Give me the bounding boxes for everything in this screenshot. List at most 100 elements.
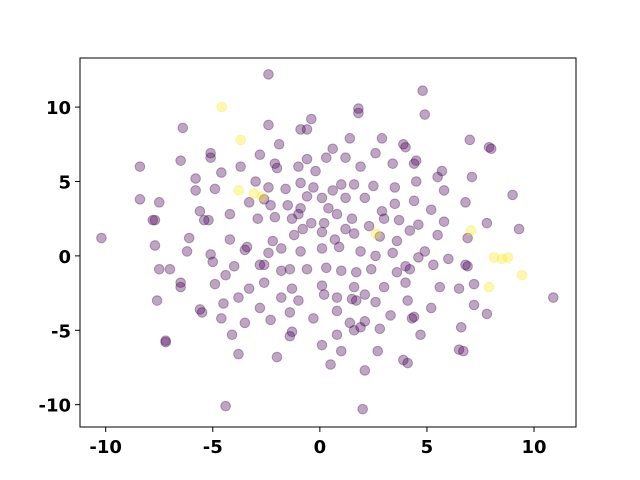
point [209,278,221,290]
point [316,226,328,238]
point [269,211,281,223]
y-tick-label: -10 [38,396,71,417]
y-tick-label: 10 [46,98,71,119]
point [288,229,300,241]
point [320,262,332,274]
point [376,133,388,144]
point [496,253,508,265]
point [276,243,287,254]
point [406,313,418,324]
point [502,252,514,263]
point [378,213,390,224]
point [316,243,328,254]
point [458,345,469,357]
point [301,191,313,202]
point [295,124,306,135]
point [372,345,383,357]
point [488,252,500,263]
point [413,219,424,230]
point [228,261,240,272]
point [205,249,216,260]
point [284,330,296,342]
point [263,182,274,193]
point [340,152,351,163]
point [374,231,386,242]
point [400,261,411,272]
point [453,283,465,294]
point [258,277,270,288]
point [425,204,437,216]
points [96,69,559,415]
point [393,214,405,226]
point [425,302,437,314]
point [391,266,403,278]
point [276,265,287,277]
point [301,263,313,275]
point [413,252,424,263]
point [235,134,247,146]
point [432,229,443,241]
point [402,295,413,306]
point [276,292,287,303]
point [284,307,296,318]
point [389,182,401,193]
point [265,314,276,326]
point [455,322,467,333]
point [359,289,371,300]
point [357,403,368,415]
point [359,365,371,376]
x-tick-label: -10 [89,437,122,458]
point [331,305,343,317]
point [183,232,195,244]
point [308,182,319,193]
point [355,322,366,333]
point [177,122,189,134]
point [243,283,255,294]
point [333,241,345,253]
plot-area [80,58,576,427]
point [316,339,328,351]
point [547,292,559,303]
x-tick-label: 10 [521,437,546,458]
point [404,263,416,275]
point [233,185,244,196]
point [344,317,356,329]
y-tick-label: -5 [51,321,71,342]
point [481,308,493,320]
point [348,228,360,239]
point [464,134,476,146]
point [438,185,450,196]
point [194,304,206,315]
point [398,138,409,150]
point [220,269,231,281]
point [147,214,159,226]
point [160,336,171,348]
point [286,213,298,224]
point [316,192,328,204]
point [160,335,171,347]
point [305,217,317,229]
point [233,348,244,360]
point [224,234,236,245]
plot-frame [79,57,577,428]
point [327,185,339,196]
point [513,223,525,235]
point [164,263,176,275]
point [295,246,306,257]
point [175,155,186,166]
point [408,195,420,207]
point [415,329,426,341]
point [151,295,163,306]
x-tick-label: 0 [314,437,327,458]
point [175,277,186,288]
point [271,162,283,174]
point [389,198,401,210]
point [419,246,431,257]
point [335,265,347,277]
point [398,354,409,366]
point [181,246,193,257]
point [370,250,381,262]
point [359,316,371,327]
point [483,281,495,293]
point [218,298,229,309]
